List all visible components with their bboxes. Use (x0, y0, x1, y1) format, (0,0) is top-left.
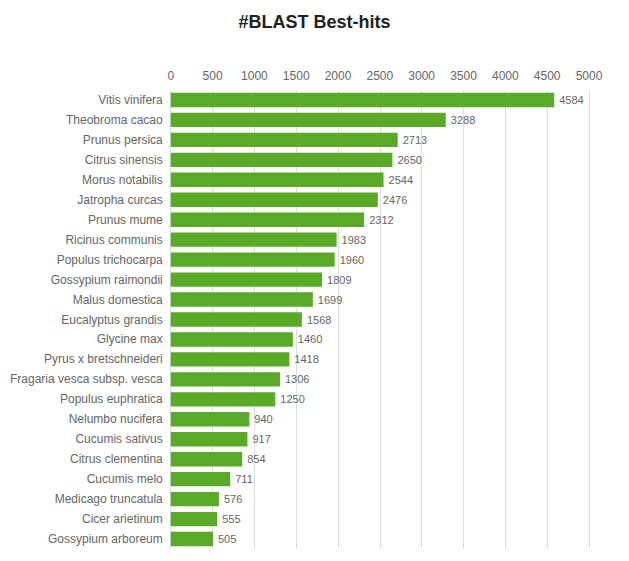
svg-text:Nelumbo nucifera: Nelumbo nucifera (69, 412, 163, 426)
svg-text:Gossypium raimondii: Gossypium raimondii (51, 273, 163, 287)
svg-text:Theobroma cacao: Theobroma cacao (66, 113, 163, 127)
svg-text:Cucumis sativus: Cucumis sativus (75, 432, 162, 446)
svg-text:Cucumis melo: Cucumis melo (87, 472, 163, 486)
svg-text:Citrus clementina: Citrus clementina (70, 452, 163, 466)
svg-text:Glycine max: Glycine max (97, 332, 163, 346)
svg-text:4000: 4000 (492, 69, 519, 83)
svg-text:4584: 4584 (559, 94, 583, 106)
svg-text:5000: 5000 (576, 69, 603, 83)
svg-text:1250: 1250 (280, 393, 304, 405)
svg-text:Fragaria vesca subsp. vesca: Fragaria vesca subsp. vesca (10, 372, 163, 386)
svg-text:555: 555 (222, 513, 240, 525)
svg-text:711: 711 (235, 473, 253, 485)
svg-text:2312: 2312 (369, 214, 393, 226)
svg-text:Gossypium arboreum: Gossypium arboreum (48, 532, 163, 546)
svg-text:1418: 1418 (294, 353, 318, 365)
svg-text:Medicago truncatula: Medicago truncatula (55, 492, 163, 506)
svg-text:Citrus sinensis: Citrus sinensis (85, 153, 163, 167)
svg-text:0: 0 (167, 69, 174, 83)
svg-text:2544: 2544 (389, 174, 413, 186)
svg-text:1960: 1960 (340, 254, 364, 266)
svg-text:1568: 1568 (307, 314, 331, 326)
svg-text:1983: 1983 (342, 234, 366, 246)
svg-text:917: 917 (252, 433, 270, 445)
svg-text:Populus trichocarpa: Populus trichocarpa (57, 253, 163, 267)
svg-text:Malus domestica: Malus domestica (73, 293, 163, 307)
svg-text:2500: 2500 (367, 69, 394, 83)
svg-text:576: 576 (224, 493, 242, 505)
svg-text:2000: 2000 (325, 69, 352, 83)
svg-text:1500: 1500 (283, 69, 310, 83)
svg-text:Pyrus x bretschneideri: Pyrus x bretschneideri (44, 352, 163, 366)
svg-text:Prunus mume: Prunus mume (88, 213, 163, 227)
svg-text:Vitis vinifera: Vitis vinifera (98, 93, 163, 107)
svg-text:940: 940 (254, 413, 272, 425)
svg-text:2650: 2650 (397, 154, 421, 166)
svg-text:Morus notabilis: Morus notabilis (82, 173, 163, 187)
svg-text:4500: 4500 (534, 69, 561, 83)
svg-text:Jatropha curcas: Jatropha curcas (77, 193, 162, 207)
svg-text:3000: 3000 (408, 69, 435, 83)
svg-text:1460: 1460 (298, 333, 322, 345)
svg-text:Cicer arietinum: Cicer arietinum (82, 512, 163, 526)
svg-text:Populus euphratica: Populus euphratica (60, 392, 163, 406)
svg-text:Ricinus communis: Ricinus communis (65, 233, 162, 247)
svg-text:500: 500 (203, 69, 223, 83)
svg-text:3288: 3288 (451, 114, 475, 126)
svg-text:2713: 2713 (403, 134, 427, 146)
svg-text:505: 505 (218, 533, 236, 545)
svg-text:1306: 1306 (285, 373, 309, 385)
svg-text:854: 854 (247, 453, 265, 465)
svg-text:Prunus persica: Prunus persica (83, 133, 163, 147)
svg-text:#BLAST Best-hits: #BLAST Best-hits (238, 12, 390, 32)
svg-text:1809: 1809 (327, 274, 351, 286)
svg-text:Eucalyptus grandis: Eucalyptus grandis (61, 313, 162, 327)
svg-text:3500: 3500 (450, 69, 477, 83)
svg-text:2476: 2476 (383, 194, 407, 206)
svg-text:1000: 1000 (241, 69, 268, 83)
svg-text:1699: 1699 (318, 294, 342, 306)
